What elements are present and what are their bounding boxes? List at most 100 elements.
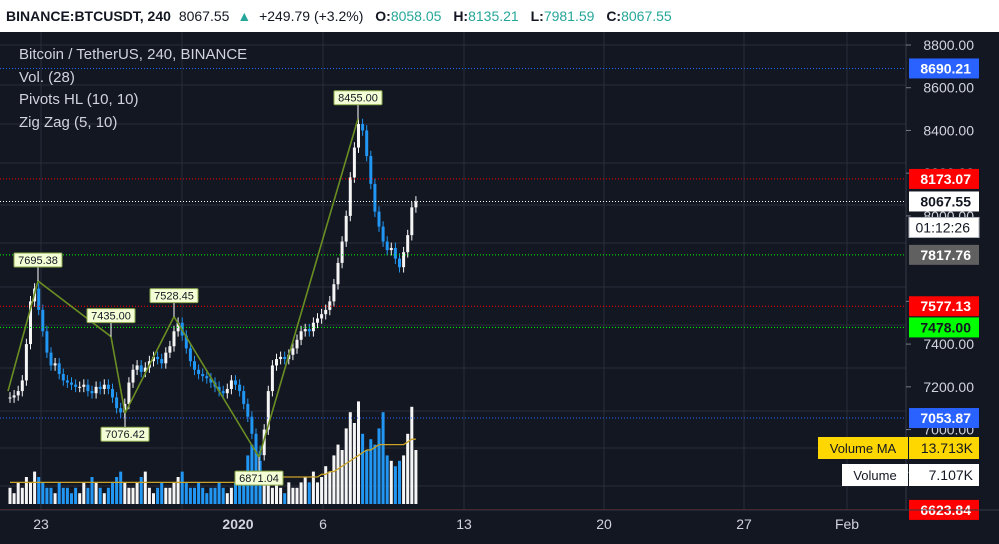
- volume-bar: [147, 487, 151, 504]
- volume-bar: [156, 487, 160, 504]
- candle-body: [102, 384, 106, 389]
- volume-bar: [127, 487, 131, 504]
- candle-body: [254, 433, 258, 451]
- pivots-study-label[interactable]: Pivots HL (10, 10): [19, 91, 139, 108]
- volume-bar: [393, 466, 397, 504]
- symbol-name[interactable]: BINANCE:BTCUSDT, 240: [6, 8, 171, 24]
- volume-bar: [33, 471, 37, 504]
- volume-bar: [287, 482, 291, 504]
- candle-body: [193, 361, 196, 370]
- candle-body: [209, 378, 213, 383]
- candle-body: [262, 429, 266, 456]
- candle-body: [316, 318, 319, 323]
- volume-bar: [213, 487, 217, 504]
- volume-bar: [188, 487, 192, 504]
- volume-bar: [324, 466, 328, 504]
- volume-bar: [24, 477, 28, 504]
- volume-bar: [357, 401, 360, 504]
- volume-bar: [41, 482, 45, 504]
- time-tick-label: 20: [596, 516, 612, 532]
- volume-bar: [86, 487, 90, 504]
- volume-bar: [205, 493, 209, 504]
- candle-body: [246, 403, 250, 417]
- pivot-label: 6871.04: [239, 473, 279, 485]
- price-chart[interactable]: 7695.38 7435.00 7076.42 7528.45 6871.04 8455.…: [0, 32, 999, 544]
- volume-bar: [168, 487, 172, 504]
- pivot-label: 8455.00: [338, 93, 378, 105]
- candle-body: [270, 365, 274, 392]
- volume-bar: [61, 487, 65, 504]
- volume-bar: [12, 493, 16, 504]
- volume-bar: [262, 471, 266, 504]
- candle-body: [332, 284, 336, 302]
- candle-body: [201, 374, 205, 377]
- volume-bar: [98, 487, 102, 504]
- candle-body: [176, 322, 180, 332]
- chart-legend: Bitcoin / TetherUS, 240, BINANCE Vol. (2…: [19, 44, 247, 134]
- candle-body: [357, 124, 360, 148]
- price-level-badge-label: 7478.00: [920, 319, 971, 335]
- zigzag-study-label[interactable]: Zig Zag (5, 10): [19, 113, 118, 131]
- candle-body: [250, 416, 254, 434]
- volume-bar: [209, 487, 213, 504]
- volume-bar: [299, 482, 303, 504]
- price-level-badge: [909, 317, 979, 338]
- volume-bar: [344, 428, 348, 504]
- time-tick-label: 13: [456, 516, 472, 532]
- volume-bar: [406, 433, 410, 504]
- volume-bar: [49, 487, 53, 504]
- volume-bar: [336, 444, 340, 504]
- candle-body: [197, 369, 201, 374]
- price-level-badge: [909, 58, 979, 79]
- open-label: O:: [375, 8, 391, 24]
- volume-bar: [176, 477, 180, 504]
- volume-bar: [234, 482, 237, 504]
- candle-body: [414, 201, 418, 208]
- volume-bar: [385, 455, 389, 504]
- candle-body: [82, 384, 86, 387]
- candle-body: [160, 359, 164, 364]
- candle-body: [398, 258, 401, 268]
- high-label: H:: [453, 8, 469, 24]
- volume-bar: [16, 482, 20, 504]
- volume-bar: [402, 455, 406, 504]
- time-tick-label: 2020: [222, 516, 253, 532]
- candle-body: [53, 363, 57, 366]
- volume-bar: [111, 482, 114, 504]
- volume-bar: [65, 487, 69, 504]
- volume-bar: [225, 493, 229, 504]
- candle-body: [238, 384, 242, 392]
- candle-body: [324, 309, 328, 315]
- volume-bar: [45, 487, 49, 504]
- volume-bar: [94, 482, 98, 504]
- volume-bar: [135, 482, 139, 504]
- countdown-badge: [908, 216, 980, 238]
- volume-study-label[interactable]: Vol. (28): [19, 68, 75, 86]
- pivot-label: 7076.42: [105, 429, 145, 441]
- candle-body: [283, 356, 287, 360]
- volume-bar: [131, 487, 135, 504]
- volume-bar: [340, 450, 344, 504]
- candle-body: [352, 147, 356, 178]
- symbol-header: BINANCE:BTCUSDT, 240 8067.55 ▲ +249.79 (…: [0, 0, 999, 32]
- candle-body: [70, 382, 73, 385]
- candle-body: [94, 386, 98, 394]
- candle-body: [275, 359, 278, 366]
- volume-bar: [242, 482, 246, 504]
- candle-body: [242, 391, 246, 404]
- candle-body: [45, 331, 49, 353]
- candle-body: [225, 388, 229, 394]
- price-level-badge: [909, 408, 979, 429]
- volume-ma-label: Volume MA: [830, 441, 897, 456]
- candle-body: [20, 380, 24, 392]
- candle-body: [135, 365, 139, 370]
- volume-bar: [275, 482, 278, 504]
- volume-bar: [332, 455, 336, 504]
- volume-bar: [316, 482, 319, 504]
- low-label: L:: [530, 8, 544, 24]
- pivot-label: 7695.38: [18, 255, 58, 267]
- volume-bar: [398, 460, 401, 504]
- candle-body: [328, 301, 332, 310]
- volume-ma-value: 13.713K: [921, 440, 974, 456]
- chart-title[interactable]: Bitcoin / TetherUS, 240, BINANCE: [19, 46, 248, 63]
